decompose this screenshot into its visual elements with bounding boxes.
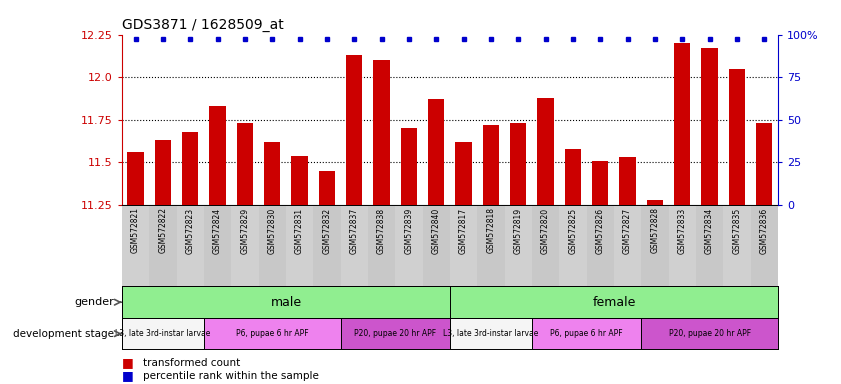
Text: GSM572838: GSM572838 (377, 207, 386, 253)
Text: GSM572823: GSM572823 (186, 207, 195, 253)
Bar (723, 205, 750, 286)
Text: female: female (592, 296, 636, 309)
Bar (728, 69, 745, 205)
Text: P6, pupae 6 hr APF: P6, pupae 6 hr APF (236, 329, 309, 338)
Text: GSM572822: GSM572822 (158, 207, 167, 253)
Text: GSM572836: GSM572836 (759, 207, 769, 254)
Bar (614, 205, 641, 286)
Bar (400, 128, 417, 205)
Bar (592, 161, 608, 205)
Bar (236, 123, 253, 205)
Text: GSM572825: GSM572825 (569, 207, 578, 253)
Bar (619, 157, 636, 205)
Bar (586, 205, 614, 286)
Text: P20, pupae 20 hr APF: P20, pupae 20 hr APF (669, 329, 751, 338)
Text: GSM572840: GSM572840 (431, 207, 441, 254)
Text: GSM572832: GSM572832 (322, 207, 331, 253)
Bar (455, 142, 472, 205)
Text: GSM572839: GSM572839 (405, 207, 414, 254)
Text: GSM572837: GSM572837 (350, 207, 359, 254)
Bar (564, 149, 581, 205)
Bar (641, 318, 778, 349)
Bar (209, 106, 225, 205)
Bar (750, 205, 778, 286)
Bar (505, 205, 532, 286)
Bar (373, 60, 389, 205)
Text: development stage: development stage (13, 329, 114, 339)
Text: GSM572827: GSM572827 (623, 207, 632, 253)
Text: GSM572818: GSM572818 (486, 207, 495, 253)
Text: P20, pupae 20 hr APF: P20, pupae 20 hr APF (354, 329, 436, 338)
Bar (182, 132, 198, 205)
Text: male: male (270, 296, 302, 309)
Text: GSM572833: GSM572833 (678, 207, 687, 254)
Text: ■: ■ (122, 369, 134, 382)
Bar (204, 318, 341, 349)
Text: GSM572826: GSM572826 (595, 207, 605, 253)
Bar (341, 318, 450, 349)
Text: transformed count: transformed count (143, 358, 241, 368)
Text: L3, late 3rd-instar larvae: L3, late 3rd-instar larvae (443, 329, 538, 338)
Bar (532, 205, 559, 286)
Text: GSM572834: GSM572834 (705, 207, 714, 254)
Bar (477, 205, 505, 286)
Text: GSM572829: GSM572829 (241, 207, 250, 253)
Text: GSM572820: GSM572820 (541, 207, 550, 253)
Text: GSM572828: GSM572828 (650, 207, 659, 253)
Bar (286, 205, 313, 286)
Bar (122, 286, 450, 318)
Bar (122, 318, 204, 349)
Bar (127, 152, 144, 205)
Text: GSM572835: GSM572835 (733, 207, 742, 254)
Bar (422, 205, 450, 286)
Bar (204, 205, 231, 286)
Text: GSM572831: GSM572831 (295, 207, 304, 253)
Text: ■: ■ (122, 356, 134, 369)
Bar (291, 156, 308, 205)
Bar (756, 123, 772, 205)
Bar (428, 99, 444, 205)
Bar (313, 205, 341, 286)
Bar (450, 205, 477, 286)
Bar (696, 205, 723, 286)
Bar (669, 205, 696, 286)
Bar (368, 205, 395, 286)
Text: percentile rank within the sample: percentile rank within the sample (143, 371, 319, 381)
Bar (319, 171, 335, 205)
Text: gender: gender (74, 297, 114, 307)
Text: GSM572821: GSM572821 (131, 207, 140, 253)
Bar (177, 205, 204, 286)
Text: GSM572824: GSM572824 (213, 207, 222, 253)
Bar (701, 48, 717, 205)
Text: GDS3871 / 1628509_at: GDS3871 / 1628509_at (122, 18, 283, 32)
Bar (483, 125, 499, 205)
Bar (647, 200, 663, 205)
Bar (258, 205, 286, 286)
Bar (395, 205, 422, 286)
Bar (122, 205, 149, 286)
Bar (264, 142, 280, 205)
Text: GSM572817: GSM572817 (459, 207, 468, 253)
Bar (674, 43, 690, 205)
Bar (510, 123, 526, 205)
Text: P6, pupae 6 hr APF: P6, pupae 6 hr APF (550, 329, 623, 338)
Bar (532, 318, 641, 349)
Bar (155, 140, 171, 205)
Bar (450, 318, 532, 349)
Bar (341, 205, 368, 286)
Bar (559, 205, 586, 286)
Bar (450, 286, 778, 318)
Bar (641, 205, 669, 286)
Bar (537, 98, 553, 205)
Bar (346, 55, 362, 205)
Text: GSM572819: GSM572819 (514, 207, 523, 253)
Bar (231, 205, 258, 286)
Text: GSM572830: GSM572830 (267, 207, 277, 254)
Text: L3, late 3rd-instar larvae: L3, late 3rd-instar larvae (115, 329, 210, 338)
Bar (149, 205, 177, 286)
